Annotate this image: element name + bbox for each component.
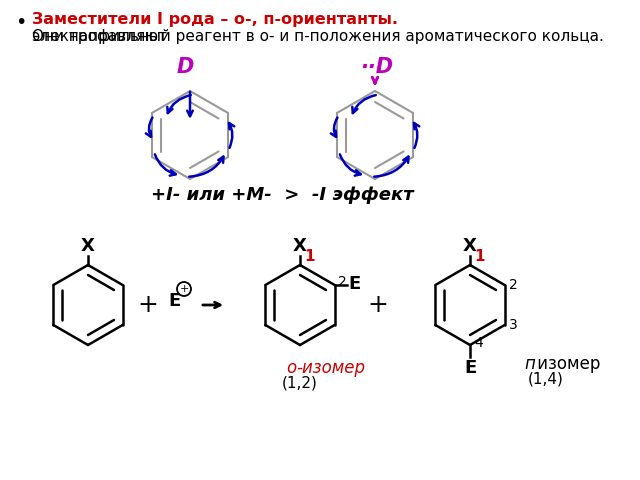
Text: 3: 3 (509, 318, 517, 332)
Text: +: + (179, 284, 189, 294)
Text: •: • (15, 13, 26, 32)
Text: п: п (524, 355, 535, 373)
Text: X: X (81, 237, 95, 255)
Text: -изомер: -изомер (296, 359, 365, 377)
Text: 4: 4 (474, 336, 483, 350)
Text: о: о (286, 359, 296, 377)
Text: 1: 1 (474, 249, 484, 264)
Text: E: E (464, 359, 476, 377)
Text: X: X (293, 237, 307, 255)
Text: E: E (168, 292, 180, 310)
Text: +I- или +M-  >  -I эффект: +I- или +M- > -I эффект (150, 186, 413, 204)
Text: 2: 2 (338, 275, 346, 289)
Text: (1,2): (1,2) (282, 375, 318, 390)
Text: D: D (176, 57, 194, 77)
Text: (1,4): (1,4) (528, 371, 564, 386)
Text: Заместители I рода – о-, п-ориентанты.: Заместители I рода – о-, п-ориентанты. (32, 12, 398, 27)
Text: Они направляют: Они направляют (32, 29, 167, 44)
Text: +: + (367, 293, 388, 317)
Text: E: E (349, 275, 361, 293)
Text: 2: 2 (509, 278, 517, 292)
Text: ··D: ··D (360, 57, 394, 77)
Text: +: + (138, 293, 159, 317)
Text: электрофильный реагент в о- и п-положения ароматического кольца.: электрофильный реагент в о- и п-положени… (32, 29, 604, 44)
Text: 1: 1 (304, 249, 314, 264)
Text: изомер: изомер (532, 355, 600, 373)
Text: X: X (463, 237, 477, 255)
